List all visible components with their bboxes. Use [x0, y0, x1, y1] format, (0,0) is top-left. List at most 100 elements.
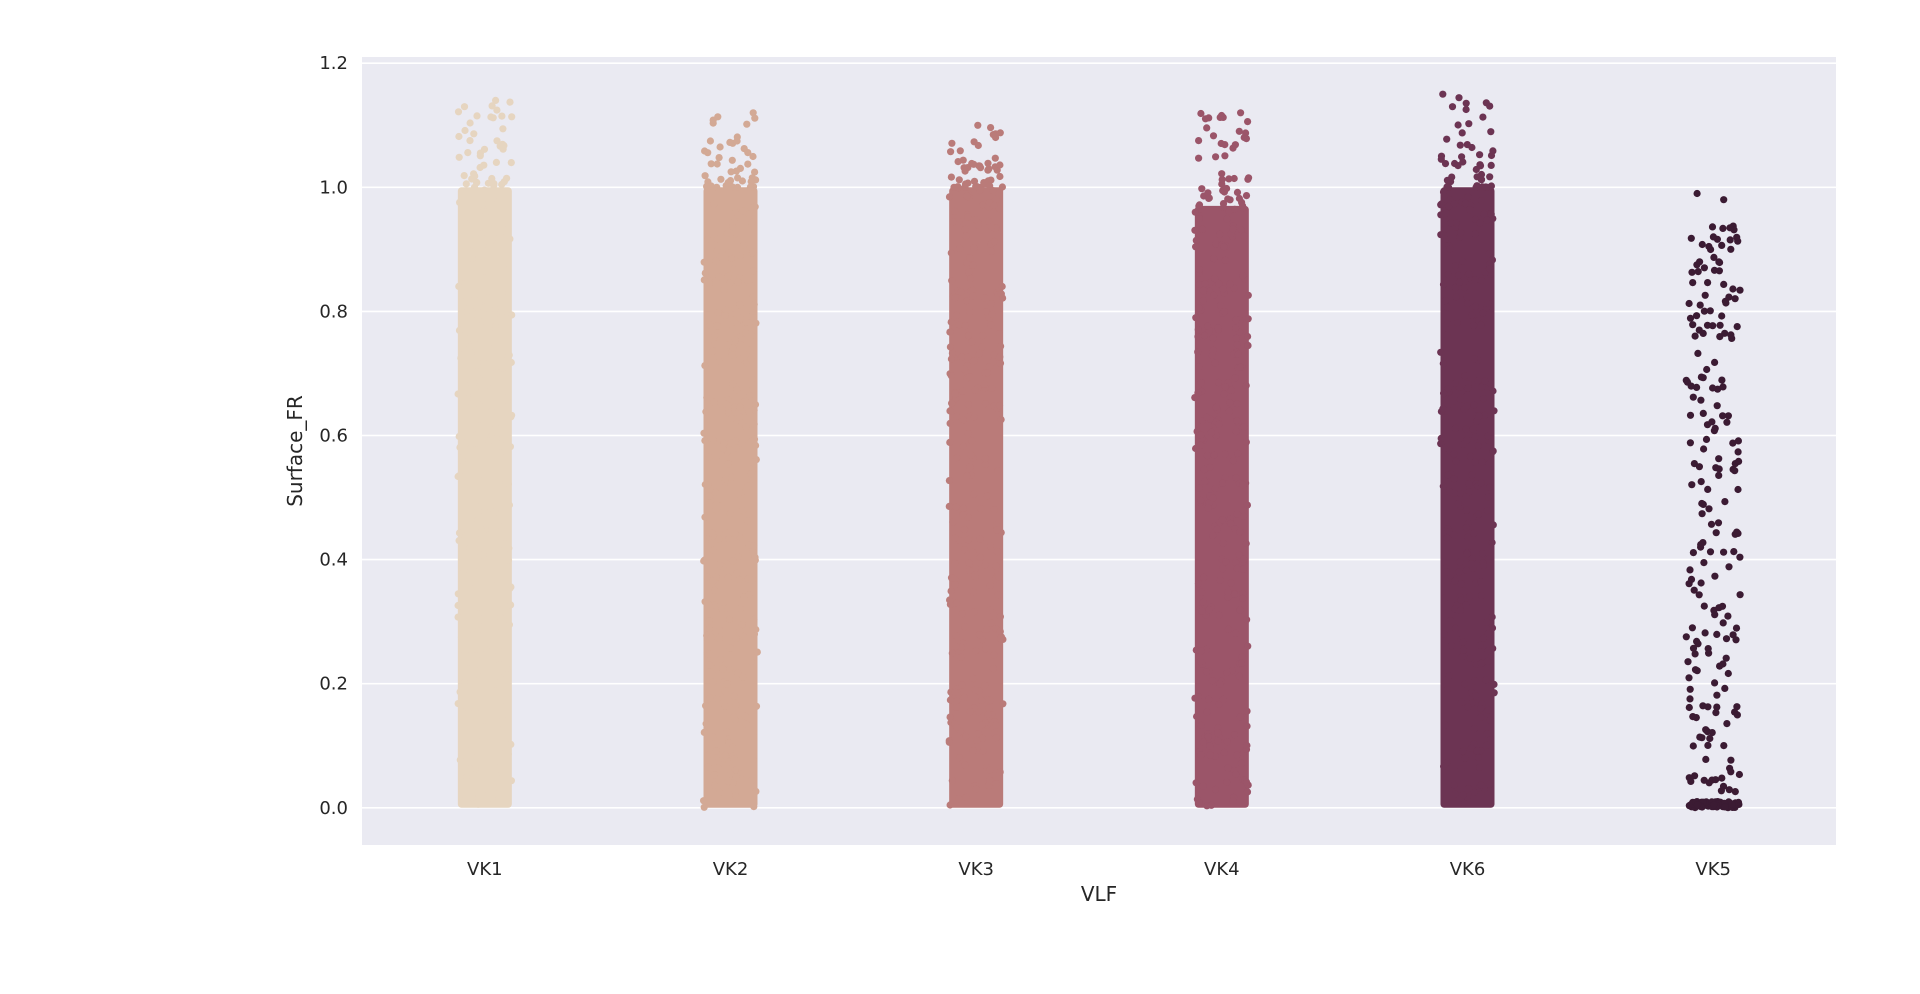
data-point [1191, 208, 1199, 216]
data-point [982, 645, 990, 653]
data-point [466, 568, 474, 576]
data-point [704, 751, 712, 760]
data-point [499, 721, 507, 729]
data-point [1697, 579, 1705, 587]
data-point [468, 254, 476, 262]
data-point [951, 294, 960, 302]
data-point [1698, 510, 1706, 518]
y-tick-label: 0.4 [319, 550, 348, 571]
data-point [996, 353, 1004, 361]
data-point [497, 198, 505, 206]
data-point [989, 665, 997, 673]
data-point [1216, 230, 1224, 238]
data-point [1489, 387, 1497, 395]
data-point [1703, 728, 1712, 736]
data-point [717, 451, 725, 459]
data-point [1194, 580, 1203, 588]
data-point [1197, 431, 1205, 439]
data-point [1471, 276, 1479, 284]
data-point [502, 441, 510, 450]
data-point [1462, 493, 1470, 501]
data-point [471, 331, 479, 339]
data-point [1464, 785, 1473, 793]
data-point [1712, 529, 1720, 537]
data-point [1220, 748, 1228, 757]
data-point [1467, 744, 1476, 752]
data-point [1219, 539, 1227, 547]
dense-point-band [949, 187, 1004, 808]
data-point [466, 765, 474, 773]
data-point [1221, 383, 1229, 391]
data-point [1244, 341, 1252, 350]
data-point [507, 777, 515, 785]
data-point [1205, 114, 1213, 122]
strip-vk3 [945, 121, 1007, 809]
data-point [1219, 200, 1228, 208]
data-point [1488, 624, 1497, 632]
data-point [1710, 606, 1718, 615]
data-point [964, 513, 972, 521]
data-point [978, 636, 987, 644]
data-point [1240, 555, 1248, 564]
data-point [1192, 243, 1200, 251]
data-point [1723, 418, 1731, 426]
data-point [490, 382, 498, 390]
data-point [1219, 565, 1227, 573]
data-point [1205, 695, 1213, 704]
data-point [1725, 786, 1733, 794]
data-point [1699, 329, 1707, 337]
data-point [750, 615, 758, 624]
data-point [1208, 351, 1216, 360]
data-point [1451, 159, 1459, 168]
data-point [1207, 428, 1215, 436]
data-point [970, 357, 978, 365]
data-point [477, 666, 485, 674]
data-point [461, 126, 469, 135]
data-point [1687, 234, 1695, 242]
data-point [1706, 734, 1714, 743]
data-point [1236, 363, 1244, 371]
data-point [964, 353, 972, 361]
data-point [491, 322, 500, 331]
data-point [749, 732, 758, 741]
data-point [1197, 657, 1205, 666]
data-point [468, 793, 476, 802]
data-point [946, 713, 954, 721]
data-point [474, 630, 482, 639]
data-point [1710, 427, 1718, 435]
data-point [1216, 576, 1224, 584]
data-point [1471, 230, 1479, 238]
data-point [499, 263, 507, 271]
data-point [1214, 737, 1222, 745]
data-point [1231, 205, 1239, 213]
data-point [485, 305, 494, 313]
data-point [1479, 395, 1487, 403]
data-point [1237, 659, 1246, 668]
data-point [479, 358, 488, 366]
data-point [455, 432, 463, 441]
data-point [1709, 233, 1717, 241]
data-point [997, 290, 1006, 298]
data-point [1478, 458, 1486, 466]
data-point [967, 451, 975, 459]
data-point [948, 277, 956, 285]
data-point [966, 566, 974, 575]
gridlines [362, 62, 1836, 809]
data-point [711, 781, 719, 790]
data-point [502, 697, 510, 705]
data-point [1223, 669, 1231, 677]
data-point [1687, 575, 1696, 584]
x-tick-label: VK3 [958, 859, 994, 880]
data-point [749, 385, 757, 393]
data-point [715, 154, 723, 162]
data-point [749, 248, 757, 256]
data-point [749, 548, 757, 556]
data-point [472, 581, 480, 589]
data-point [727, 254, 736, 263]
data-point [736, 301, 744, 309]
data-point [751, 203, 759, 211]
data-point [987, 619, 995, 627]
x-tick-label: VK2 [713, 859, 749, 880]
data-point [1483, 216, 1491, 224]
data-point [992, 780, 1000, 788]
